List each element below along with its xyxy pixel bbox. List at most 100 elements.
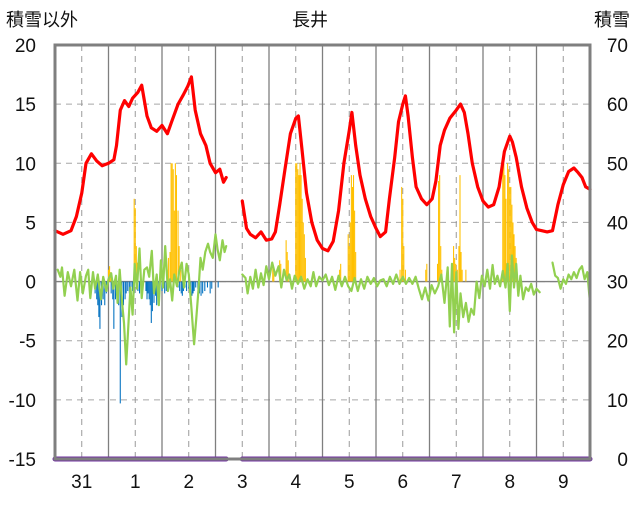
bar (169, 252, 171, 282)
bar (280, 263, 282, 282)
left-tick-label: -10 (9, 391, 36, 412)
bar (109, 266, 111, 282)
bar (178, 246, 180, 282)
bar (509, 186, 511, 282)
bar (350, 175, 352, 282)
series-line (56, 233, 228, 366)
bar (453, 246, 455, 282)
bar (177, 210, 179, 282)
left-tick-label: -15 (9, 450, 36, 471)
x-tick-label: 1 (130, 472, 141, 493)
bar (297, 169, 299, 282)
bar (402, 198, 404, 282)
left-tick-label: 20 (15, 36, 36, 57)
bar (195, 281, 197, 288)
bar (347, 234, 349, 282)
bar (170, 163, 172, 282)
bar (164, 281, 166, 294)
x-tick-label: 5 (344, 472, 355, 493)
bar (302, 222, 304, 282)
bar (172, 169, 174, 282)
x-tick-label: 7 (451, 472, 462, 493)
bar (104, 281, 106, 306)
bar (211, 281, 213, 289)
bar (439, 175, 441, 282)
bar (502, 163, 504, 282)
bar (186, 281, 188, 292)
bar (340, 263, 342, 282)
plot-border (53, 43, 592, 461)
x-tick-label: 3 (237, 472, 248, 493)
series-line (53, 75, 228, 236)
bar (112, 281, 114, 300)
bar (132, 281, 134, 292)
bar (180, 269, 182, 282)
bar (295, 163, 297, 282)
left-tick-label: -5 (19, 332, 36, 353)
x-tick-label: 2 (183, 472, 194, 493)
x-tick-label: 8 (504, 472, 515, 493)
bar (399, 269, 401, 282)
bar (459, 175, 461, 282)
x-tick-label: 6 (397, 472, 408, 493)
series-line (551, 261, 592, 304)
bar (508, 169, 510, 282)
left-tick-label: 15 (15, 95, 36, 116)
right-tick-label: 10 (607, 391, 628, 412)
plot-frame (53, 43, 592, 461)
bar (107, 269, 110, 282)
bar (296, 163, 298, 282)
bar (114, 281, 116, 300)
bar (148, 281, 150, 300)
bar (133, 198, 135, 282)
left-axis-title: 積雪以外 (6, 10, 78, 31)
x-tick-label: 4 (290, 472, 301, 493)
bar (113, 281, 115, 329)
bar (285, 240, 287, 282)
bar (192, 281, 194, 294)
right-tick-label: 40 (607, 213, 628, 234)
bar (156, 281, 158, 306)
bar (122, 281, 125, 306)
bar (97, 281, 99, 306)
bar (102, 281, 104, 300)
bar (505, 198, 507, 282)
bar (171, 163, 173, 282)
bar (460, 252, 462, 282)
bar (454, 257, 456, 282)
bar (512, 222, 514, 282)
bar (465, 269, 467, 282)
bar (165, 281, 167, 292)
bar (438, 181, 440, 282)
bar (403, 246, 405, 282)
bar (204, 281, 206, 292)
chart-title: 長井 (292, 10, 328, 31)
bar (286, 252, 288, 282)
bar (301, 198, 303, 282)
bar (209, 281, 211, 294)
bar (206, 281, 209, 288)
bar (401, 186, 403, 282)
bar (355, 252, 357, 282)
bar (191, 281, 193, 296)
bar (110, 281, 112, 294)
bar (440, 246, 442, 282)
bar (202, 281, 204, 294)
bar (426, 263, 428, 282)
bar (349, 222, 351, 282)
right-tick-label: 0 (617, 450, 628, 471)
bar (504, 175, 506, 282)
series-line (240, 94, 592, 253)
bar (507, 163, 509, 282)
bar (354, 210, 356, 282)
bar (458, 246, 460, 282)
bar (147, 281, 149, 294)
bar (173, 210, 175, 282)
bar (304, 257, 306, 282)
right-tick-label: 20 (607, 332, 628, 353)
bar (167, 257, 169, 282)
bar (404, 269, 406, 282)
